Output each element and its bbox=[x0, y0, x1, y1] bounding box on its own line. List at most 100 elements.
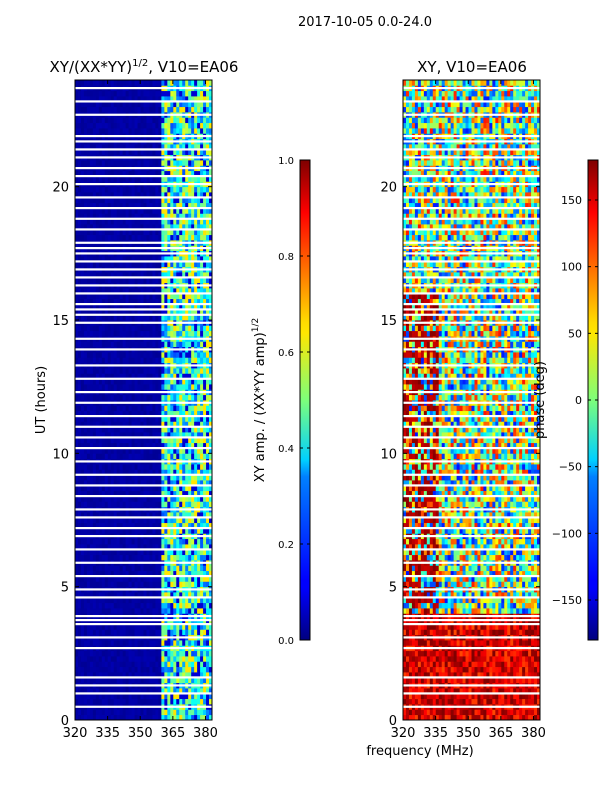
amplitude-heatmap-cell bbox=[83, 650, 88, 657]
amplitude-heatmap-cell bbox=[128, 368, 132, 374]
amplitude-heatmap-cell bbox=[185, 544, 189, 550]
amplitude-heatmap-cell bbox=[80, 565, 85, 572]
amplitude-heatmap-cell bbox=[92, 373, 97, 380]
amplitude-heatmap-cell bbox=[104, 368, 109, 374]
amplitude-heatmap-cell bbox=[143, 549, 147, 556]
amplitude-heatmap-cell bbox=[203, 565, 207, 572]
amplitude-heatmap-cell bbox=[75, 698, 79, 705]
amplitude-heatmap-cell bbox=[131, 640, 135, 646]
amplitude-heatmap-cell bbox=[143, 304, 147, 310]
amplitude-heatmap-cell bbox=[176, 714, 180, 721]
amplitude-heatmap-cell bbox=[110, 581, 115, 588]
amplitude-heatmap-cell bbox=[152, 576, 156, 582]
amplitude-heatmap-cell bbox=[125, 480, 130, 486]
amplitude-heatmap-cell bbox=[83, 234, 88, 241]
amplitude-heatmap-cell bbox=[137, 373, 141, 380]
amplitude-heatmap-cell bbox=[146, 352, 150, 358]
amplitude-heatmap-cell bbox=[203, 261, 207, 268]
amplitude-heatmap-cell bbox=[143, 202, 147, 209]
amplitude-heatmap-cell bbox=[152, 213, 156, 220]
amplitude-heatmap-cell bbox=[185, 469, 189, 476]
amplitude-heatmap-cell bbox=[158, 522, 162, 529]
amplitude-heatmap-cell bbox=[200, 197, 204, 204]
amplitude-heatmap-cell bbox=[197, 565, 201, 572]
amplitude-heatmap-cell bbox=[161, 234, 165, 241]
amplitude-heatmap-cell bbox=[116, 186, 121, 193]
amplitude-heatmap-cell bbox=[161, 218, 165, 225]
amplitude-heatmap-cell bbox=[176, 170, 180, 177]
amplitude-heatmap-cell bbox=[113, 688, 118, 694]
amplitude-heatmap-cell bbox=[203, 714, 207, 721]
amplitude-heatmap-cell bbox=[176, 672, 180, 678]
amplitude-heatmap-cell bbox=[188, 218, 192, 225]
amplitude-heatmap-cell bbox=[89, 416, 94, 422]
amplitude-heatmap-cell bbox=[125, 448, 130, 454]
amplitude-heatmap-cell bbox=[188, 629, 192, 636]
amplitude-heatmap-cell bbox=[161, 432, 165, 438]
amplitude-heatmap-cell bbox=[77, 565, 82, 572]
amplitude-heatmap-cell bbox=[137, 357, 141, 364]
amplitude-heatmap-cell bbox=[194, 512, 198, 518]
amplitude-heatmap-cell bbox=[185, 538, 189, 545]
amplitude-heatmap-cell bbox=[158, 192, 162, 198]
amplitude-heatmap-cell bbox=[173, 234, 177, 241]
amplitude-heatmap-cell bbox=[116, 277, 121, 284]
amplitude-heatmap-cell bbox=[182, 565, 186, 572]
amplitude-heatmap-cell bbox=[89, 170, 94, 177]
amplitude-heatmap-cell bbox=[119, 517, 124, 524]
amplitude-heatmap-cell bbox=[113, 629, 118, 636]
amplitude-heatmap-cell bbox=[125, 597, 130, 604]
amplitude-heatmap-cell bbox=[203, 341, 207, 348]
amplitude-heatmap-cell bbox=[101, 197, 106, 204]
amplitude-heatmap-cell bbox=[164, 410, 168, 417]
amplitude-heatmap-cell bbox=[173, 176, 177, 182]
amplitude-heatmap-cell bbox=[110, 256, 115, 262]
amplitude-heatmap-cell bbox=[128, 490, 132, 497]
amplitude-heatmap-cell bbox=[164, 501, 168, 508]
amplitude-heatmap-cell bbox=[107, 373, 112, 380]
amplitude-heatmap-cell bbox=[128, 352, 132, 358]
amplitude-heatmap-cell bbox=[89, 202, 94, 209]
amplitude-heatmap-cell bbox=[158, 272, 162, 278]
amplitude-heatmap-cell bbox=[149, 229, 153, 236]
amplitude-heatmap-cell bbox=[152, 442, 156, 449]
amplitude-heatmap-cell bbox=[209, 698, 213, 705]
amplitude-heatmap-cell bbox=[203, 234, 207, 241]
amplitude-heatmap-cell bbox=[86, 192, 91, 198]
amplitude-heatmap-cell bbox=[75, 629, 79, 636]
amplitude-heatmap-cell bbox=[176, 272, 180, 278]
amplitude-heatmap-cell bbox=[104, 538, 109, 545]
amplitude-heatmap-cell bbox=[194, 538, 198, 545]
amplitude-heatmap-cell bbox=[104, 277, 109, 284]
amplitude-heatmap-cell bbox=[104, 624, 109, 630]
amplitude-heatmap-cell bbox=[158, 528, 162, 534]
amplitude-heatmap-cell bbox=[125, 421, 130, 428]
amplitude-heatmap-cell bbox=[197, 688, 201, 694]
amplitude-heatmap-cell bbox=[104, 410, 109, 417]
amplitude-heatmap-cell bbox=[176, 618, 180, 625]
amplitude-heatmap-cell bbox=[101, 186, 106, 193]
amplitude-heatmap-cell bbox=[137, 176, 141, 182]
amplitude-heatmap-cell bbox=[140, 672, 144, 678]
amplitude-heatmap-cell bbox=[185, 512, 189, 518]
amplitude-heatmap-cell bbox=[173, 592, 177, 598]
amplitude-heatmap-cell bbox=[179, 544, 183, 550]
amplitude-heatmap-cell bbox=[125, 698, 130, 705]
amplitude-heatmap-cell bbox=[98, 538, 103, 545]
amplitude-heatmap-cell bbox=[179, 640, 183, 646]
amplitude-heatmap-cell bbox=[149, 160, 153, 166]
amplitude-heatmap-cell bbox=[185, 149, 189, 156]
amplitude-heatmap-cell bbox=[170, 570, 174, 577]
amplitude-heatmap-cell bbox=[116, 330, 121, 337]
amplitude-heatmap-cell bbox=[206, 629, 210, 636]
amplitude-heatmap-cell bbox=[98, 474, 103, 481]
amplitude-heatmap-cell bbox=[116, 709, 121, 716]
amplitude-heatmap-cell bbox=[95, 341, 100, 348]
amplitude-heatmap-cell bbox=[104, 453, 109, 460]
amplitude-heatmap-cell bbox=[89, 192, 94, 198]
amplitude-heatmap-cell bbox=[86, 597, 91, 604]
amplitude-heatmap-cell bbox=[119, 176, 124, 182]
amplitude-heatmap-cell bbox=[86, 314, 91, 321]
amplitude-heatmap-cell bbox=[170, 144, 174, 150]
amplitude-heatmap-cell bbox=[188, 373, 192, 380]
